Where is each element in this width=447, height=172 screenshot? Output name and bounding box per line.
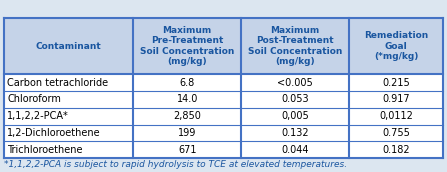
Text: 0.917: 0.917 (382, 94, 410, 104)
Text: 0.132: 0.132 (281, 128, 309, 138)
Text: 0.215: 0.215 (382, 78, 410, 88)
Text: 0,0112: 0,0112 (379, 111, 413, 121)
Bar (133, 74, 241, 91)
Text: 0.044: 0.044 (281, 145, 309, 155)
Text: Contaminant: Contaminant (36, 42, 101, 51)
Text: <0.005: <0.005 (277, 78, 313, 88)
Bar (241, 108, 349, 125)
Bar (349, 125, 443, 141)
Bar (133, 141, 241, 158)
Bar (133, 18, 241, 74)
Bar (4, 74, 133, 91)
Bar (4, 91, 133, 108)
Bar (241, 91, 349, 108)
Bar (4, 108, 133, 125)
Text: 199: 199 (178, 128, 196, 138)
Bar (4, 141, 133, 158)
Text: *1,1,2,2-PCA is subject to rapid hydrolysis to TCE at elevated temperatures.: *1,1,2,2-PCA is subject to rapid hydroly… (4, 160, 347, 169)
Bar (349, 141, 443, 158)
Text: 1,2-Dichloroethene: 1,2-Dichloroethene (7, 128, 101, 138)
Bar (241, 125, 349, 141)
Bar (4, 18, 133, 74)
Text: 0.182: 0.182 (382, 145, 410, 155)
Text: 1,1,2,2-PCA*: 1,1,2,2-PCA* (7, 111, 69, 121)
Text: Trichloroethene: Trichloroethene (7, 145, 83, 155)
Text: Remediation
Goal
(*mg/kg): Remediation Goal (*mg/kg) (364, 31, 428, 61)
Bar (133, 91, 241, 108)
Bar (349, 91, 443, 108)
Text: Chloroform: Chloroform (7, 94, 61, 104)
Text: 0.053: 0.053 (281, 94, 309, 104)
Bar (349, 108, 443, 125)
Bar (241, 74, 349, 91)
Bar (349, 74, 443, 91)
Bar (133, 125, 241, 141)
Text: 14.0: 14.0 (177, 94, 198, 104)
Text: Carbon tetrachloride: Carbon tetrachloride (7, 78, 108, 88)
Bar (349, 18, 443, 74)
Text: Maximum
Pre-Treatment
Soil Concentration
(mg/kg): Maximum Pre-Treatment Soil Concentration… (140, 26, 234, 66)
Text: Maximum
Post-Treatment
Soil Concentration
(mg/kg): Maximum Post-Treatment Soil Concentratio… (248, 26, 342, 66)
Bar (241, 141, 349, 158)
Text: 671: 671 (178, 145, 197, 155)
Text: 6.8: 6.8 (180, 78, 195, 88)
Text: 0,005: 0,005 (281, 111, 309, 121)
Text: 2,850: 2,850 (173, 111, 201, 121)
Bar (241, 18, 349, 74)
Bar (4, 125, 133, 141)
Text: 0.755: 0.755 (382, 128, 410, 138)
Bar (133, 108, 241, 125)
